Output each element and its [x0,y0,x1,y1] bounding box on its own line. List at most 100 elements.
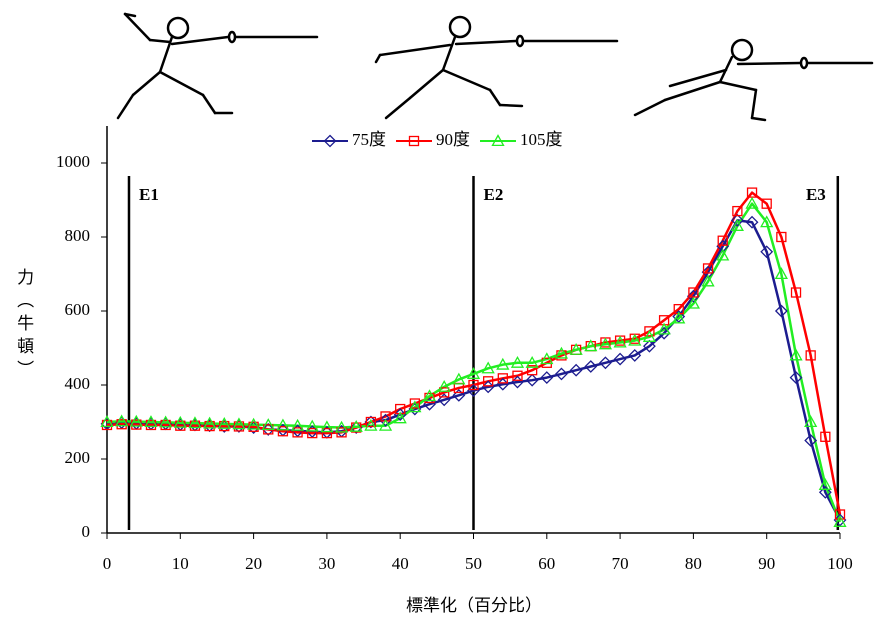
marker [408,400,422,413]
marker [173,415,187,428]
x-tick-label: 80 [685,554,702,573]
marker [452,388,466,402]
marker [452,372,466,385]
marker [554,346,569,359]
marker [290,418,305,431]
legend-label: 105度 [520,130,563,149]
marker [437,393,451,407]
marker [628,333,642,346]
marker [642,330,657,342]
marker [468,379,479,391]
marker [497,373,508,384]
marker [672,310,686,323]
marker [512,370,523,381]
marker [760,215,774,228]
marker [232,417,246,430]
marker [628,348,642,362]
marker [261,422,275,436]
marker [774,267,788,280]
marker [717,235,728,246]
marker [702,263,714,274]
marker [349,421,363,434]
marker [491,134,505,147]
marker [732,205,743,217]
x-tick-label: 10 [172,554,189,573]
marker [510,355,525,368]
marker [790,287,802,298]
x-tick-label: 90 [758,554,775,573]
marker [745,215,759,229]
marker [100,415,114,428]
marker [364,415,378,429]
marker [834,509,846,520]
marker [217,417,231,429]
marker [378,418,393,431]
y-tick-label: 0 [82,522,91,541]
marker [701,274,715,287]
marker [481,361,495,374]
marker [292,427,303,438]
marker [540,352,554,365]
x-axis-label: 標準化（百分比） [406,596,542,615]
figure-2 [374,15,619,120]
marker [422,389,437,402]
marker [569,343,583,355]
marker [305,419,319,432]
marker [393,408,407,422]
marker [776,231,787,243]
marker [804,415,818,428]
marker [701,265,715,279]
figure-1 [116,12,319,120]
marker [760,245,774,259]
marker [569,363,583,377]
marker [349,419,363,432]
marker [159,415,173,428]
marker [321,427,333,439]
marker [774,304,788,318]
legend-label: 90度 [436,130,470,149]
marker [745,196,759,209]
marker [246,417,261,430]
marker [525,355,539,368]
marker [833,515,847,527]
x-tick-label: 0 [103,554,112,573]
marker [307,427,318,439]
marker [730,219,744,231]
marker [805,350,816,361]
marker [599,356,612,370]
marker [818,485,832,499]
marker [613,352,627,366]
event-label: E1 [139,185,159,204]
x-tick-label: 70 [612,554,629,573]
marker [613,335,627,348]
marker [364,418,378,431]
marker [540,371,554,385]
x-tick-label: 20 [245,554,262,573]
marker [526,365,538,376]
marker [320,420,334,433]
y-axis-label: 力（牛頓） [14,268,34,383]
marker [467,384,480,397]
marker [598,337,613,350]
marker [644,326,655,337]
marker [483,376,494,387]
marker [393,411,407,424]
marker [730,213,744,227]
marker [555,367,568,381]
y-tick-label: 600 [65,300,91,319]
marker [789,371,803,385]
event-label: E2 [484,185,504,204]
x-tick-label: 40 [392,554,409,573]
marker [481,380,495,394]
marker [203,416,217,429]
marker [686,289,700,303]
marker [129,414,143,427]
fencer-figures [116,12,874,122]
marker [657,322,671,335]
marker [833,513,847,527]
marker [672,311,686,324]
marker [584,360,598,373]
marker [334,420,349,433]
